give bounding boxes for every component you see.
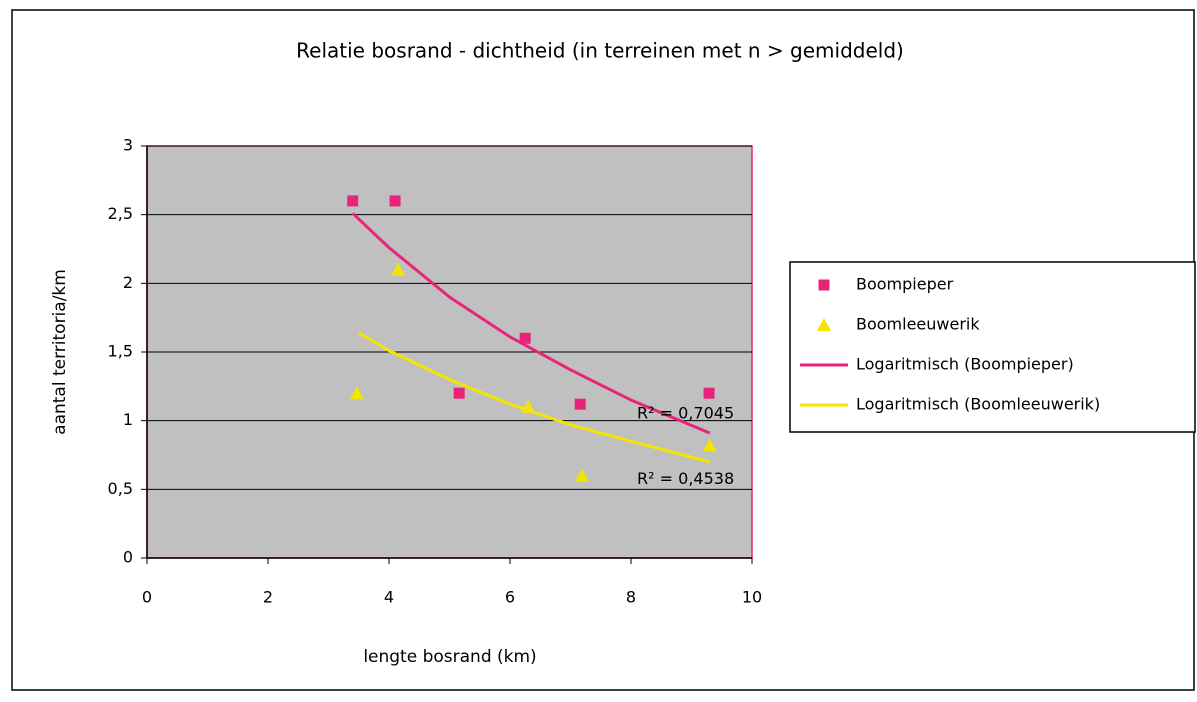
x-tick-label: 10 (742, 588, 762, 607)
x-tick-label: 8 (626, 588, 636, 607)
triangle-marker (349, 386, 364, 400)
annotation: R² = 0,7045 (637, 403, 734, 422)
y-tick-label: 0 (123, 548, 133, 567)
square-marker (519, 332, 531, 344)
square-marker (453, 387, 465, 399)
annotation: R² = 0,4538 (637, 469, 734, 488)
square-marker (703, 387, 715, 399)
y-tick-label: 3 (123, 136, 133, 155)
x-tick-label: 6 (505, 588, 515, 607)
chart-title: Relatie bosrand - dichtheid (in terreine… (296, 39, 904, 63)
square-marker (347, 195, 359, 207)
legend-marker (818, 279, 830, 291)
x-tick-label: 0 (142, 588, 152, 607)
legend-marker (817, 318, 831, 331)
square-marker (574, 398, 586, 410)
legend-box (789, 261, 1196, 433)
square-marker (389, 195, 401, 207)
x-tick-label: 4 (384, 588, 394, 607)
y-tick-label: 2 (123, 273, 133, 292)
triangle-marker (702, 438, 717, 452)
y-tick-label: 1,5 (108, 342, 133, 361)
triangle-marker (391, 262, 406, 276)
trend-line (357, 331, 711, 464)
y-axis-label: aantal territoria/km (50, 269, 70, 435)
trend-line (351, 212, 711, 435)
x-tick-label: 2 (263, 588, 273, 607)
legend-label: Logaritmisch (Boompieper) (856, 355, 1074, 374)
legend-label: Boomleeuwerik (856, 315, 980, 334)
y-tick-label: 1 (123, 410, 133, 429)
triangle-marker (574, 468, 589, 482)
legend-label: Boompieper (856, 275, 954, 294)
y-tick-label: 0,5 (108, 479, 133, 498)
x-axis-label: lengte bosrand (km) (363, 647, 536, 667)
y-tick-label: 2,5 (108, 204, 133, 223)
legend-label: Logaritmisch (Boomleeuwerik) (856, 395, 1100, 414)
